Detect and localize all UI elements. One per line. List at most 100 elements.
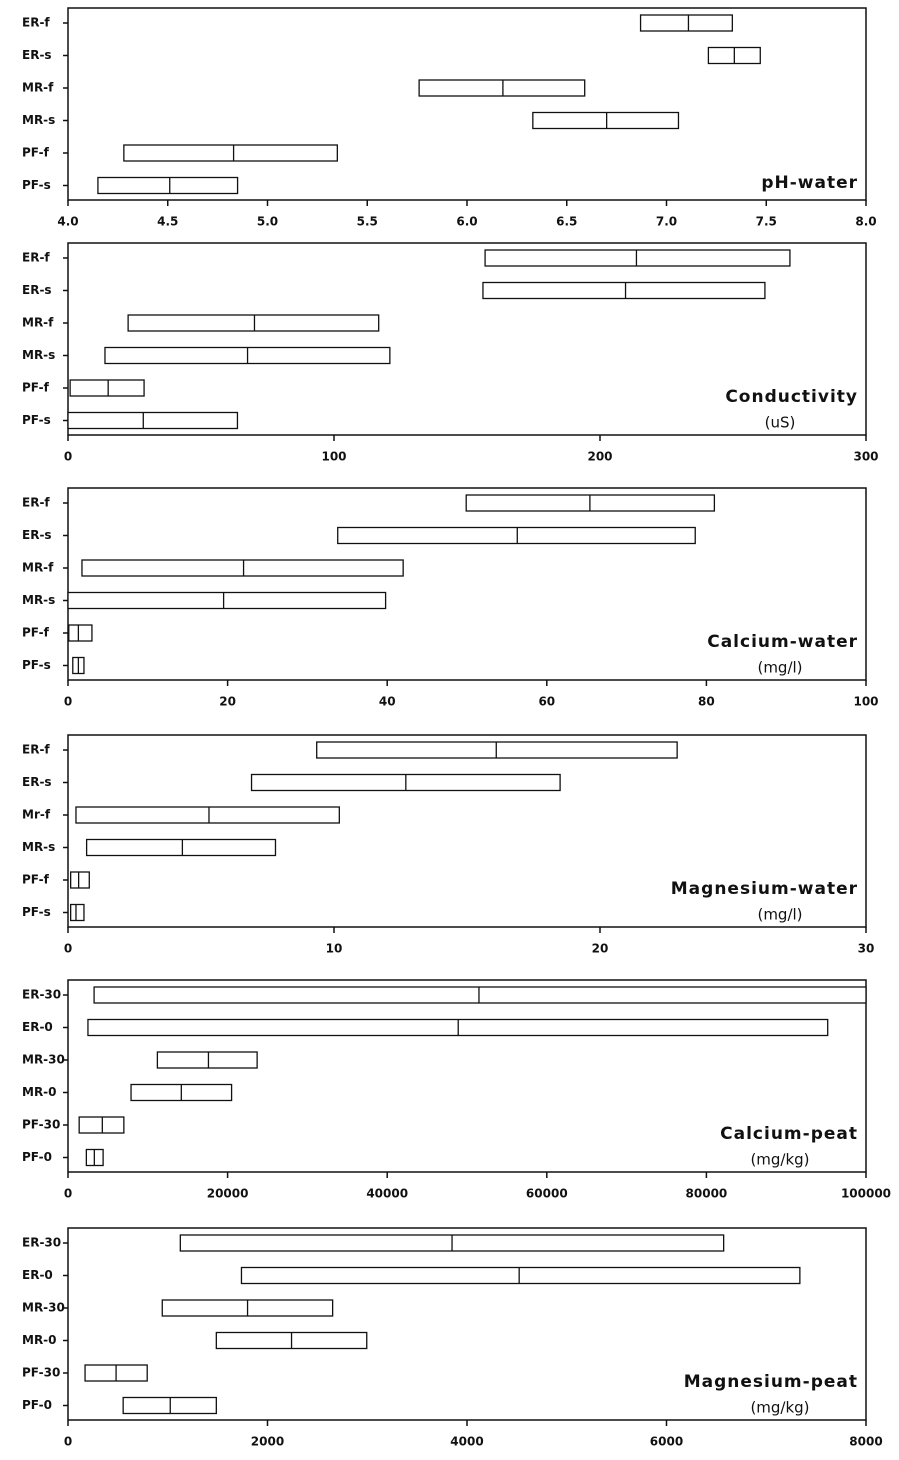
x-tick-label: 0: [64, 1435, 72, 1449]
range-box: [97, 176, 239, 195]
range-box: [68, 624, 93, 642]
x-tick-label: 200: [587, 450, 612, 464]
y-tick-label: ER-s: [22, 283, 52, 297]
unit-label: (mg/l): [757, 659, 802, 677]
y-tick-label: PF-f: [22, 626, 50, 640]
x-tick-label: 0: [64, 942, 72, 956]
y-tick-label: MR-30: [22, 1053, 65, 1067]
x-tick-label: 20: [592, 942, 609, 956]
y-tick-label: ER-f: [22, 251, 50, 265]
x-tick-label: 100000: [841, 1187, 891, 1201]
y-tick-label: ER-30: [22, 988, 61, 1002]
range-box: [75, 806, 340, 824]
y-tick-label: MR-0: [22, 1333, 57, 1347]
y-tick-label: ER-f: [22, 16, 50, 30]
x-tick-label: 8.0: [855, 215, 876, 229]
y-tick-label: PF-s: [22, 178, 51, 192]
y-tick-label: ER-f: [22, 496, 50, 510]
range-box: [532, 111, 680, 130]
range-box: [127, 314, 380, 332]
y-tick-label: MR-f: [22, 81, 54, 95]
range-box: [484, 249, 791, 267]
y-tick-label: ER-0: [22, 1020, 53, 1034]
y-tick-label: MR-s: [22, 593, 55, 607]
x-tick-label: 60000: [526, 1187, 568, 1201]
x-tick-label: 2000: [251, 1435, 284, 1449]
y-tick-label: ER-30: [22, 1236, 61, 1250]
panel-frame: [67, 487, 867, 681]
x-tick-label: 6000: [650, 1435, 683, 1449]
chart-title: pH-water: [761, 173, 858, 193]
x-tick-label: 30: [858, 942, 875, 956]
y-tick-label: PF-0: [22, 1398, 52, 1412]
range-box: [67, 411, 239, 430]
chart-title: Magnesium-water: [671, 879, 858, 899]
y-tick-label: PF-30: [22, 1118, 60, 1132]
chart-title: Calcium-water: [707, 632, 858, 652]
y-tick-label: PF-f: [22, 873, 50, 887]
range-box: [418, 79, 586, 97]
x-tick-label: 4.5: [157, 215, 178, 229]
x-tick-label: 100: [853, 695, 878, 709]
y-tick-label: ER-s: [22, 48, 52, 62]
y-tick-label: PF-f: [22, 146, 50, 160]
y-tick-label: MR-s: [22, 840, 55, 854]
range-box: [67, 591, 387, 610]
range-box: [482, 281, 766, 300]
range-box: [123, 144, 338, 162]
y-tick-label: Mr-f: [22, 808, 51, 822]
x-tick-label: 20000: [207, 1187, 249, 1201]
y-tick-label: ER-f: [22, 743, 50, 757]
range-box: [81, 559, 404, 577]
y-tick-label: MR-0: [22, 1085, 57, 1099]
x-tick-label: 0: [64, 450, 72, 464]
unit-label: (uS): [765, 414, 796, 432]
panel-frame: [67, 242, 867, 436]
range-box: [93, 986, 867, 1004]
x-tick-label: 5.0: [257, 215, 278, 229]
y-tick-label: MR-30: [22, 1301, 65, 1315]
x-tick-label: 60: [538, 695, 555, 709]
range-box: [316, 741, 678, 759]
x-tick-label: 40000: [366, 1187, 408, 1201]
unit-label: (mg/l): [757, 906, 802, 924]
y-tick-label: MR-s: [22, 348, 55, 362]
chart-title: Calcium-peat: [720, 1124, 858, 1144]
range-box: [156, 1051, 258, 1069]
x-tick-label: 7.0: [656, 215, 677, 229]
range-box: [69, 379, 145, 397]
y-tick-label: PF-s: [22, 413, 51, 427]
x-tick-label: 100: [321, 450, 346, 464]
range-box: [70, 903, 85, 922]
chart-title: Conductivity: [725, 387, 858, 407]
x-tick-label: 0: [64, 1187, 72, 1201]
y-tick-label: ER-s: [22, 775, 52, 789]
x-tick-label: 10: [326, 942, 343, 956]
x-tick-label: 7.5: [756, 215, 777, 229]
x-tick-label: 0: [64, 695, 72, 709]
unit-label: (mg/kg): [750, 1151, 809, 1169]
panel-frame: [67, 7, 867, 201]
range-box: [78, 1116, 125, 1134]
chart-title: Magnesium-peat: [684, 1372, 858, 1392]
x-tick-label: 80: [698, 695, 715, 709]
unit-label: (mg/kg): [750, 1399, 809, 1417]
x-tick-label: 4000: [450, 1435, 483, 1449]
y-tick-label: MR-f: [22, 561, 54, 575]
range-box: [240, 1266, 801, 1285]
y-tick-label: ER-s: [22, 528, 52, 542]
panel-frame: [67, 734, 867, 928]
y-tick-label: MR-f: [22, 316, 54, 330]
y-tick-label: ER-0: [22, 1268, 53, 1282]
x-tick-label: 300: [853, 450, 878, 464]
x-tick-label: 40: [379, 695, 396, 709]
y-tick-label: MR-s: [22, 113, 55, 127]
y-tick-label: PF-f: [22, 381, 50, 395]
x-tick-label: 5.5: [357, 215, 378, 229]
y-tick-label: PF-30: [22, 1366, 60, 1380]
x-tick-label: 20: [219, 695, 236, 709]
y-tick-label: PF-s: [22, 658, 51, 672]
x-tick-label: 6.5: [556, 215, 577, 229]
x-tick-label: 4.0: [57, 215, 78, 229]
